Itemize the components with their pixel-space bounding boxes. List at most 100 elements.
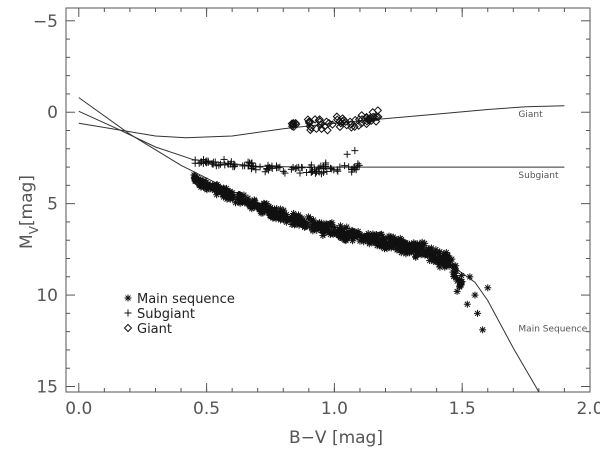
- point-asterisk: [194, 177, 202, 185]
- curve-label: Subgiant: [518, 171, 559, 181]
- plot-frame: [65, 7, 591, 393]
- point-asterisk: [479, 326, 487, 334]
- point-plus: [220, 155, 228, 163]
- point-plus: [287, 165, 295, 173]
- point-diamond: [373, 106, 383, 115]
- y-axis-title: MV[mag]: [17, 175, 41, 249]
- point-diamond: [362, 113, 371, 123]
- legend-marker-diamond: [123, 323, 133, 333]
- point-asterisk: [363, 231, 371, 239]
- point-diamond: [336, 119, 346, 128]
- point-plus: [334, 167, 342, 175]
- point-asterisk: [360, 238, 368, 246]
- point-asterisk: [412, 253, 420, 261]
- point-plus: [327, 164, 335, 172]
- point-plus: [247, 159, 255, 167]
- y-tick-label: −5: [33, 12, 58, 32]
- point-asterisk: [238, 193, 246, 201]
- point-diamond: [315, 115, 324, 124]
- point-asterisk: [432, 246, 440, 254]
- point-plus: [355, 161, 363, 169]
- point-plus: [336, 163, 344, 171]
- y-axis-title-main: M: [17, 234, 37, 249]
- point-asterisk: [450, 273, 458, 281]
- point-asterisk: [421, 251, 429, 259]
- point-plus: [231, 161, 239, 169]
- point-plus: [230, 160, 238, 168]
- point-asterisk: [301, 217, 309, 225]
- point-asterisk: [345, 230, 353, 238]
- point-diamond: [328, 120, 337, 129]
- legend-label: Giant: [137, 322, 172, 337]
- point-diamond: [291, 118, 300, 128]
- point-plus: [322, 162, 330, 170]
- y-tick-label: 5: [47, 195, 58, 215]
- legend-label: Subgiant: [137, 307, 195, 322]
- x-axis-title: B−V [mag]: [289, 428, 383, 448]
- point-diamond: [306, 125, 315, 135]
- point-asterisk: [350, 228, 358, 236]
- point-asterisk: [255, 204, 263, 212]
- point-asterisk: [203, 181, 211, 189]
- point-asterisk: [421, 239, 429, 247]
- point-diamond: [324, 118, 334, 128]
- point-plus: [291, 165, 299, 173]
- point-asterisk: [327, 220, 335, 228]
- point-asterisk: [336, 226, 344, 234]
- point-asterisk: [342, 237, 350, 245]
- x-tick-label: 1.0: [321, 399, 348, 419]
- point-asterisk: [190, 174, 198, 182]
- point-asterisk: [336, 234, 344, 242]
- x-tick-label: 0.0: [65, 399, 92, 419]
- point-plus: [308, 168, 316, 176]
- point-plus: [268, 162, 276, 170]
- point-asterisk: [326, 230, 334, 238]
- point-plus: [296, 169, 304, 177]
- point-asterisk: [474, 309, 482, 317]
- point-asterisk: [393, 237, 401, 245]
- point-asterisk: [294, 214, 302, 222]
- point-asterisk: [349, 237, 357, 245]
- point-asterisk: [319, 231, 327, 239]
- point-plus: [221, 161, 229, 169]
- ticks-layer: 0.0 0.5 1.0 1.5 2.0 −5 0 5 10 15: [33, 8, 600, 419]
- point-diamond: [368, 108, 377, 117]
- point-asterisk: [261, 205, 269, 213]
- point-diamond: [289, 119, 298, 129]
- point-asterisk: [463, 300, 471, 308]
- svg-text:MV[mag]: MV[mag]: [17, 175, 41, 249]
- point-asterisk: [356, 230, 364, 238]
- point-plus: [211, 158, 219, 166]
- point-asterisk: [197, 183, 205, 191]
- point-asterisk: [288, 221, 296, 229]
- point-asterisk: [382, 243, 390, 251]
- point-asterisk: [387, 233, 395, 241]
- point-asterisk: [444, 251, 452, 259]
- point-asterisk: [218, 190, 226, 198]
- point-plus: [330, 166, 338, 174]
- points-layer: [190, 106, 492, 334]
- point-plus: [352, 166, 360, 174]
- point-plus: [295, 163, 303, 171]
- point-asterisk: [214, 188, 222, 196]
- point-diamond: [335, 117, 345, 126]
- point-asterisk: [279, 208, 287, 216]
- point-asterisk: [210, 182, 218, 190]
- point-plus: [261, 168, 269, 176]
- point-plus: [279, 167, 287, 175]
- point-diamond: [289, 118, 298, 128]
- y-axis-title-sub: V: [27, 225, 41, 234]
- point-diamond: [347, 123, 356, 132]
- point-asterisk: [306, 215, 314, 223]
- point-diamond: [357, 111, 366, 120]
- point-diamond: [345, 117, 355, 126]
- point-plus: [201, 158, 209, 166]
- point-asterisk: [484, 284, 492, 292]
- point-asterisk: [458, 272, 466, 280]
- point-asterisk: [457, 277, 465, 285]
- point-asterisk: [389, 242, 397, 250]
- point-asterisk: [471, 291, 479, 299]
- point-asterisk: [274, 210, 282, 218]
- y-axis-title-unit: [mag]: [17, 175, 37, 226]
